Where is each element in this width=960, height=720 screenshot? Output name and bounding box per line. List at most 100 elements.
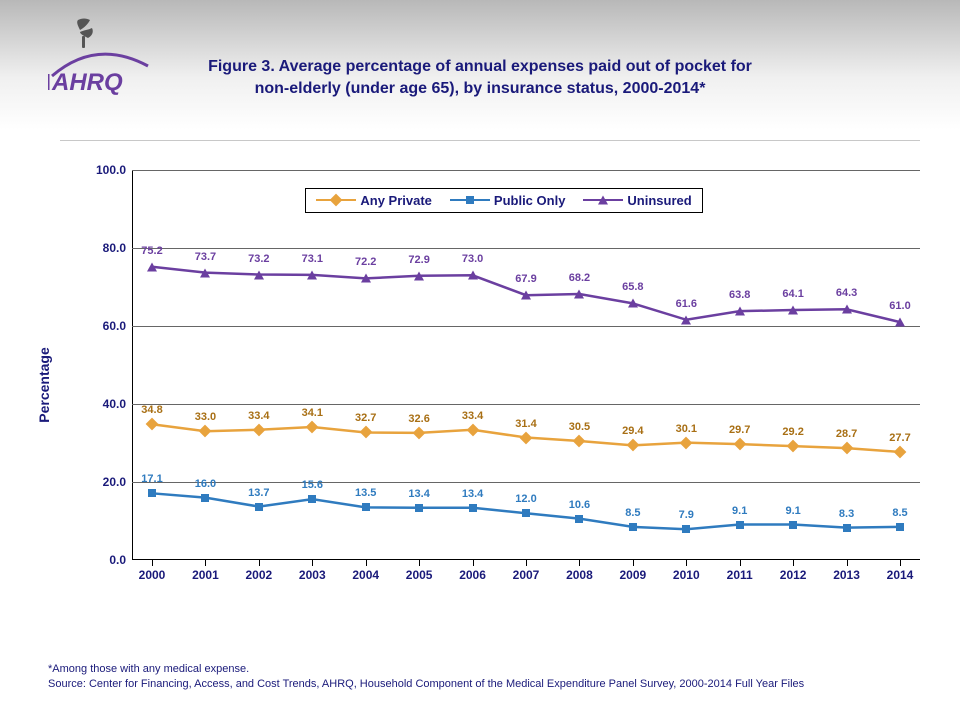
data-point-label: 30.1: [676, 423, 697, 435]
data-point-marker: [469, 504, 477, 512]
data-point-label: 31.4: [515, 418, 536, 430]
data-point-label: 61.0: [889, 300, 910, 312]
x-tick-mark: [419, 560, 420, 566]
footnote-line-2: Source: Center for Financing, Access, an…: [48, 677, 804, 692]
data-point-marker: [895, 318, 905, 327]
x-tick-mark: [205, 560, 206, 566]
data-point-marker: [682, 525, 690, 533]
data-point-label: 28.7: [836, 428, 857, 440]
y-tick-label: 80.0: [103, 241, 132, 255]
footnote-line-1: *Among those with any medical expense.: [48, 662, 804, 677]
x-tick-mark: [526, 560, 527, 566]
data-point-label: 64.3: [836, 287, 857, 299]
data-point-label: 75.2: [141, 245, 162, 257]
data-point-marker: [200, 268, 210, 277]
data-point-marker: [415, 504, 423, 512]
data-point-marker: [681, 315, 691, 324]
data-point-label: 65.8: [622, 281, 643, 293]
data-point-label: 34.8: [141, 404, 162, 416]
footnote: *Among those with any medical expense. S…: [48, 662, 804, 692]
chart-area: Percentage Any PrivatePublic OnlyUninsur…: [60, 170, 920, 600]
data-point-marker: [148, 489, 156, 497]
data-point-label: 33.4: [248, 410, 269, 422]
legend-label: Public Only: [494, 193, 566, 208]
x-tick-mark: [900, 560, 901, 566]
data-point-label: 29.2: [782, 426, 803, 438]
data-point-label: 73.0: [462, 253, 483, 265]
data-point-label: 8.5: [892, 507, 907, 519]
data-point-label: 27.7: [889, 432, 910, 444]
data-point-label: 10.6: [569, 499, 590, 511]
data-point-label: 61.6: [676, 298, 697, 310]
data-point-marker: [843, 524, 851, 532]
data-point-label: 13.4: [408, 488, 429, 500]
data-point-marker: [521, 291, 531, 300]
data-point-marker: [629, 523, 637, 531]
legend-label: Any Private: [360, 193, 432, 208]
data-point-label: 16.0: [195, 478, 216, 490]
x-tick-mark: [847, 560, 848, 566]
x-tick-mark: [259, 560, 260, 566]
data-point-label: 13.7: [248, 487, 269, 499]
data-point-marker: [414, 271, 424, 280]
data-point-label: 9.1: [785, 505, 800, 517]
header-band: AHRQ Figure 3. Average percentage of ann…: [0, 0, 960, 130]
data-point-marker: [736, 521, 744, 529]
data-point-label: 72.2: [355, 256, 376, 268]
data-point-label: 64.1: [782, 288, 803, 300]
legend-label: Uninsured: [627, 193, 691, 208]
y-tick-label: 0.0: [109, 553, 132, 567]
legend-item: Any Private: [316, 193, 432, 208]
gridline: [132, 404, 920, 405]
data-point-label: 9.1: [732, 505, 747, 517]
x-tick-mark: [366, 560, 367, 566]
data-point-label: 67.9: [515, 273, 536, 285]
data-point-label: 30.5: [569, 421, 590, 433]
x-tick-mark: [740, 560, 741, 566]
data-point-label: 72.9: [408, 254, 429, 266]
data-point-label: 12.0: [515, 493, 536, 505]
data-point-marker: [361, 274, 371, 283]
data-point-label: 7.9: [679, 509, 694, 521]
data-point-marker: [574, 290, 584, 299]
chart-legend: Any Private Public Only Uninsured: [305, 188, 702, 213]
y-tick-label: 60.0: [103, 319, 132, 333]
y-tick-label: 20.0: [103, 475, 132, 489]
plot-area: Any PrivatePublic OnlyUninsured 0.020.04…: [132, 170, 920, 560]
data-point-marker: [254, 270, 264, 279]
data-point-label: 17.1: [141, 473, 162, 485]
data-point-marker: [896, 523, 904, 531]
x-tick-mark: [633, 560, 634, 566]
y-tick-label: 100.0: [96, 163, 132, 177]
data-point-label: 63.8: [729, 289, 750, 301]
data-point-label: 68.2: [569, 272, 590, 284]
data-point-marker: [788, 306, 798, 315]
data-point-label: 8.5: [625, 507, 640, 519]
y-axis-label: Percentage: [36, 347, 52, 422]
data-point-label: 33.0: [195, 411, 216, 423]
data-point-label: 29.4: [622, 425, 643, 437]
data-point-label: 8.3: [839, 508, 854, 520]
x-tick-mark: [579, 560, 580, 566]
data-point-marker: [842, 305, 852, 314]
data-point-label: 13.5: [355, 487, 376, 499]
data-point-marker: [308, 495, 316, 503]
x-tick-mark: [473, 560, 474, 566]
data-point-marker: [468, 271, 478, 280]
data-point-label: 33.4: [462, 410, 483, 422]
data-point-label: 32.6: [408, 413, 429, 425]
gridline: [132, 482, 920, 483]
data-point-label: 32.7: [355, 412, 376, 424]
header-divider: [60, 140, 920, 141]
x-tick-mark: [686, 560, 687, 566]
data-point-label: 73.1: [302, 253, 323, 265]
legend-item: Uninsured: [583, 193, 691, 208]
gridline: [132, 248, 920, 249]
data-point-marker: [575, 515, 583, 523]
data-point-marker: [362, 503, 370, 511]
x-tick-mark: [312, 560, 313, 566]
data-point-label: 29.7: [729, 424, 750, 436]
gridline: [132, 170, 920, 171]
data-point-marker: [201, 494, 209, 502]
title-line-2: non-elderly (under age 65), by insurance…: [0, 78, 960, 100]
